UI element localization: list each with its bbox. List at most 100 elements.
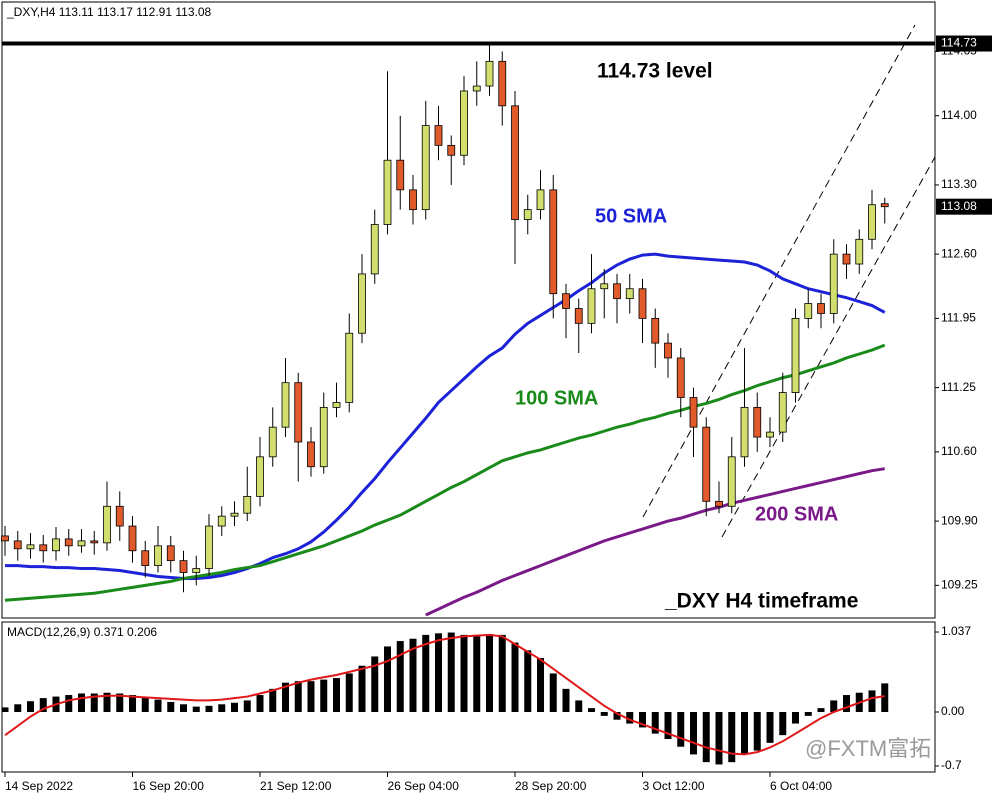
candle-body: [370, 224, 379, 275]
candle-body: [268, 426, 277, 458]
macd-bar: [498, 634, 506, 712]
price-box: [936, 198, 992, 215]
x-tick-label: 16 Sep 20:00: [133, 779, 205, 793]
channel-line: [721, 156, 936, 538]
price-label: 113.08: [941, 199, 977, 213]
candle-body: [243, 495, 252, 514]
macd-bar: [294, 681, 302, 712]
macd-bar: [728, 712, 736, 763]
macd-bar: [753, 712, 761, 751]
candle-body: [778, 392, 787, 433]
y-tick-label: 113.30: [941, 177, 977, 191]
candle-body: [549, 189, 558, 295]
candle-body: [230, 512, 239, 517]
macd-bar: [664, 712, 672, 739]
candle-body: [523, 209, 532, 220]
y-tick-label: 110.60: [941, 444, 977, 458]
candle-body: [536, 189, 545, 211]
chart-title: _DXY,H4 113.11 113.17 112.91 113.08: [6, 5, 211, 19]
macd-bar: [422, 634, 430, 712]
macd-bar: [460, 634, 468, 712]
macd-bar: [396, 641, 404, 712]
macd-bar: [269, 688, 277, 712]
y-tick-label: 112.60: [941, 246, 977, 260]
candle-body: [421, 125, 430, 211]
candle-body: [600, 283, 609, 290]
macd-bar: [588, 708, 595, 712]
macd-bar: [779, 712, 787, 736]
candle-body: [651, 318, 660, 344]
candle-body: [179, 560, 188, 573]
macd-bar: [486, 634, 493, 712]
candle-body: [319, 406, 328, 468]
macd-bar: [843, 695, 850, 712]
annotation: 114.73 level: [597, 60, 713, 83]
candle-body: [128, 525, 137, 552]
macd-bar: [435, 633, 442, 712]
level-label: 114.73: [941, 36, 977, 50]
macd-bar: [600, 712, 608, 716]
macd-bar: [167, 701, 175, 712]
macd-bar: [154, 699, 162, 712]
candle-body: [727, 456, 736, 507]
macd-bar: [741, 712, 748, 755]
candle-body: [689, 397, 698, 428]
y-tick-label: 1.037: [941, 624, 971, 638]
candle-body: [141, 550, 150, 566]
y-tick-label: 109.25: [941, 578, 978, 592]
macd-bar: [78, 693, 85, 712]
macd-title: MACD(12,26,9) 0.371 0.206: [7, 625, 157, 639]
macd-bar: [103, 692, 111, 712]
macd-bar: [702, 712, 710, 763]
macd-bar: [358, 665, 366, 712]
macd-bar: [65, 695, 73, 712]
y-tick-label: 114.00: [941, 108, 977, 122]
candle-body: [574, 308, 583, 324]
y-tick-label: 0.00: [941, 704, 965, 718]
candle-body: [638, 288, 647, 319]
macd-bar: [307, 681, 315, 712]
price-panel: [1, 1, 936, 619]
macd-bar: [141, 697, 149, 712]
macd-bar: [333, 678, 340, 712]
macd-bar: [243, 700, 251, 712]
macd-bar: [524, 650, 532, 712]
candle-body: [332, 402, 341, 408]
candle-body: [358, 273, 366, 334]
candle-body: [90, 540, 99, 544]
x-tick-label: 28 Sep 20:00: [515, 779, 587, 793]
macd-bar: [180, 704, 187, 712]
macd-bar: [690, 712, 697, 755]
candle-body: [103, 505, 111, 544]
macd-bar: [447, 632, 455, 712]
candle-body: [396, 159, 405, 191]
candle-body: [472, 85, 481, 92]
macd-bar: [371, 656, 379, 712]
macd-bar: [345, 673, 353, 712]
macd-bar: [804, 712, 812, 716]
candle-body: [664, 342, 672, 359]
candle-body: [1, 535, 9, 542]
candle-body: [52, 538, 60, 552]
macd-bar: [677, 712, 685, 747]
x-tick-label: 14 Sep 2022: [5, 779, 73, 793]
candle-body: [281, 382, 290, 428]
macd-bar: [715, 712, 723, 765]
sma-line: [4, 343, 886, 602]
candle-body: [307, 441, 315, 468]
macd-bar: [27, 701, 34, 712]
x-tick-label: 21 Sep 12:00: [260, 779, 332, 793]
x-tick-label: 26 Sep 04:00: [388, 779, 460, 793]
candle-body: [880, 203, 889, 208]
candle-body: [676, 357, 685, 398]
macd-bar: [511, 642, 519, 712]
candle-body: [791, 318, 800, 393]
x-tick-label: 3 Oct 12:00: [643, 779, 705, 793]
candle-body: [625, 288, 634, 300]
candle-body: [434, 125, 443, 146]
macd-bar: [192, 706, 200, 712]
candle-body: [855, 238, 864, 265]
candle-body: [715, 500, 723, 507]
y-tick-label: 111.95: [941, 311, 976, 325]
